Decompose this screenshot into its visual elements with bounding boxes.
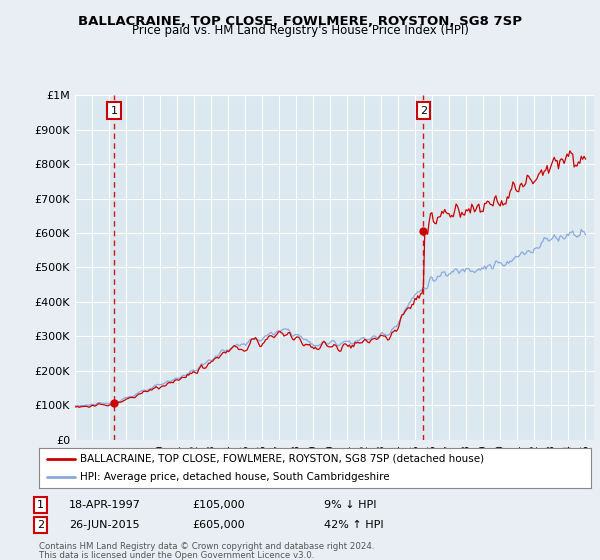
Text: 18-APR-1997: 18-APR-1997 [69,500,141,510]
Text: BALLACRAINE, TOP CLOSE, FOWLMERE, ROYSTON, SG8 7SP: BALLACRAINE, TOP CLOSE, FOWLMERE, ROYSTO… [78,15,522,27]
Text: 26-JUN-2015: 26-JUN-2015 [69,520,140,530]
Text: Price paid vs. HM Land Registry's House Price Index (HPI): Price paid vs. HM Land Registry's House … [131,24,469,37]
Text: £605,000: £605,000 [192,520,245,530]
Text: This data is licensed under the Open Government Licence v3.0.: This data is licensed under the Open Gov… [39,551,314,560]
Text: Contains HM Land Registry data © Crown copyright and database right 2024.: Contains HM Land Registry data © Crown c… [39,542,374,550]
Text: 42% ↑ HPI: 42% ↑ HPI [324,520,383,530]
Text: £105,000: £105,000 [192,500,245,510]
Text: 2: 2 [420,106,427,116]
Text: 9% ↓ HPI: 9% ↓ HPI [324,500,377,510]
Text: HPI: Average price, detached house, South Cambridgeshire: HPI: Average price, detached house, Sout… [80,472,390,482]
Text: 1: 1 [37,500,44,510]
Text: 1: 1 [110,106,118,116]
Text: 2: 2 [37,520,44,530]
Text: BALLACRAINE, TOP CLOSE, FOWLMERE, ROYSTON, SG8 7SP (detached house): BALLACRAINE, TOP CLOSE, FOWLMERE, ROYSTO… [80,454,485,464]
